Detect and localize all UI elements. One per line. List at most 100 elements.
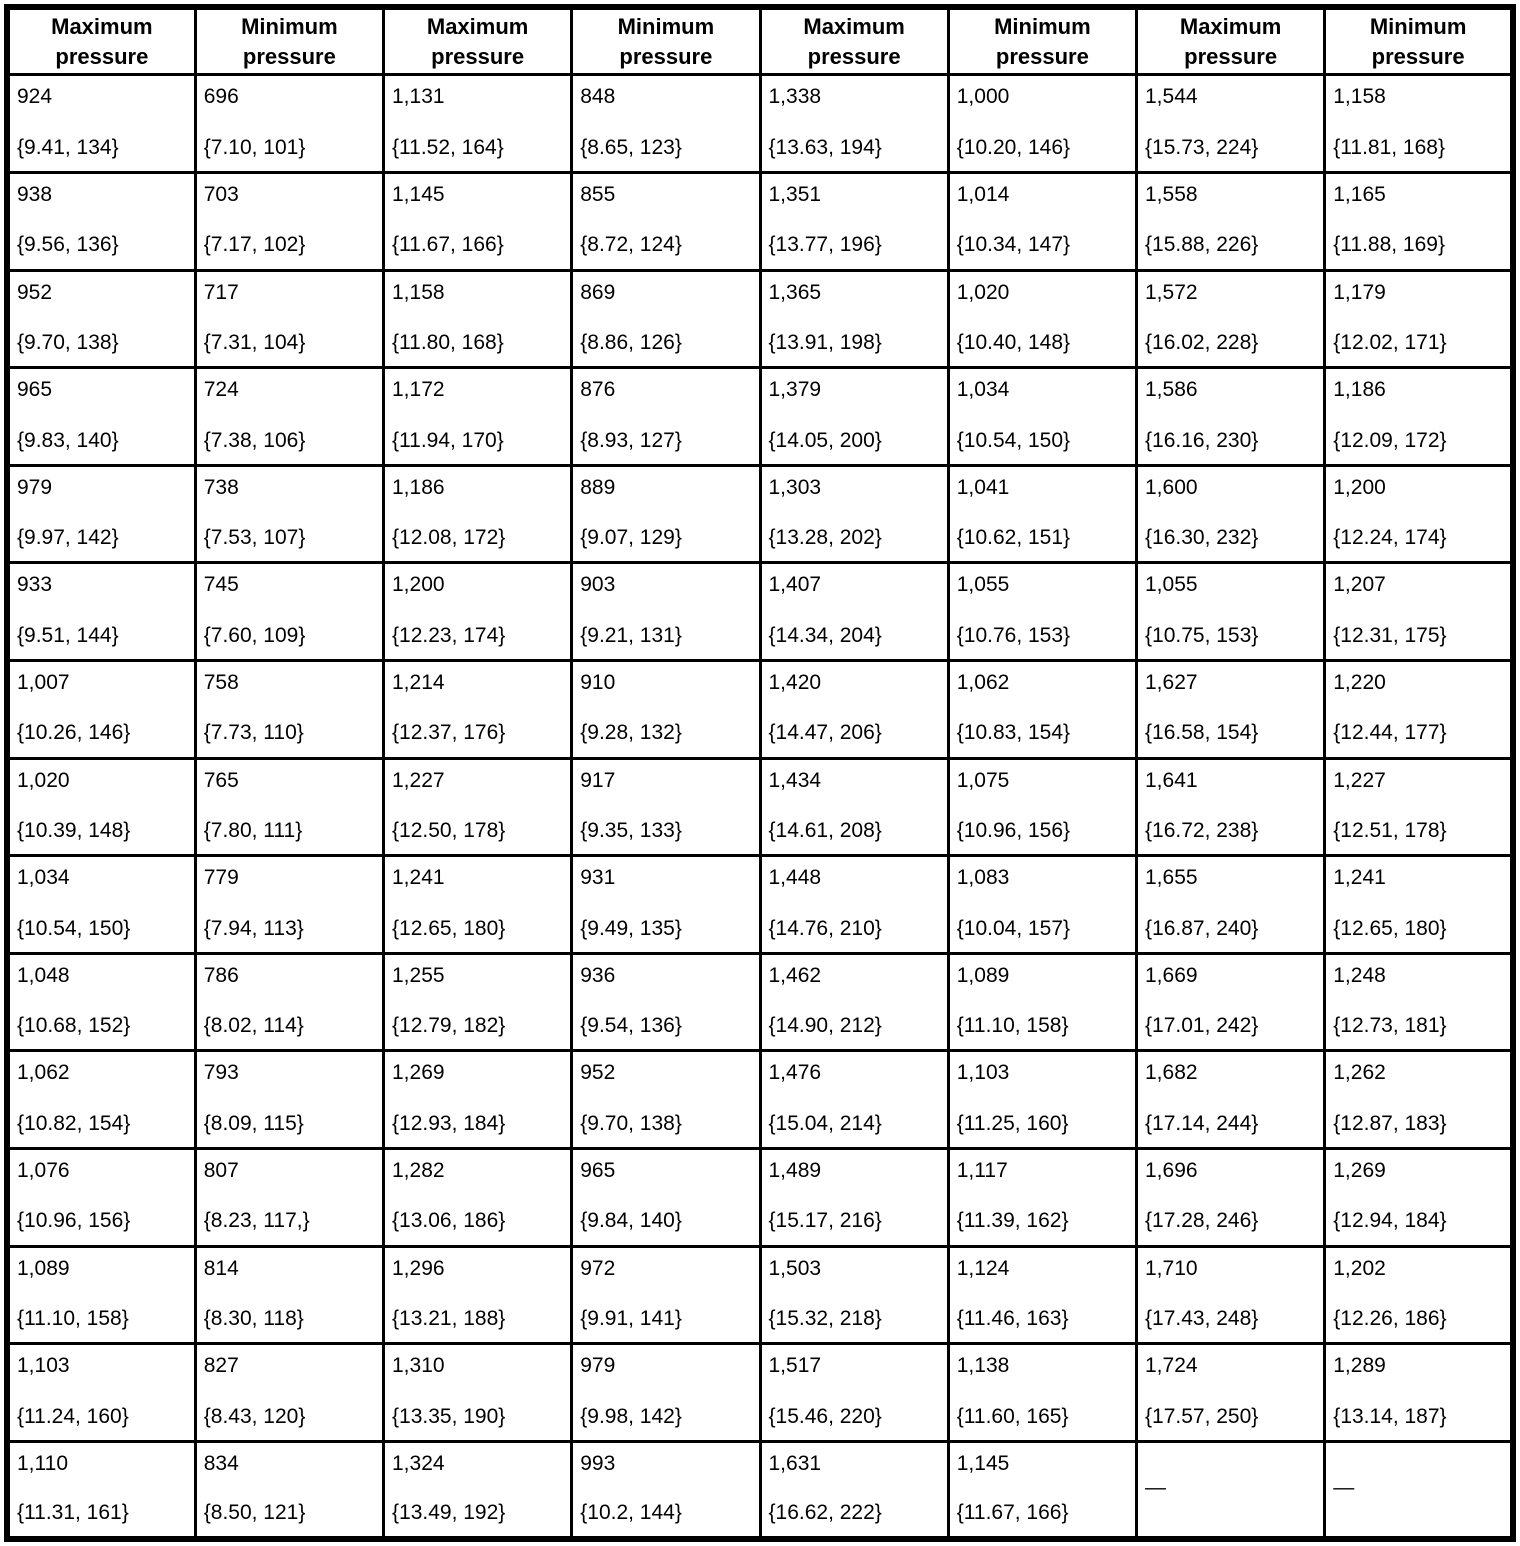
cell-range: {10.04, 157} — [956, 916, 1071, 940]
cell-range: {7.60, 109} — [203, 623, 306, 647]
cell-range: {12.51, 178} — [1333, 819, 1447, 843]
cell-value: 786 — [203, 963, 239, 987]
cell-content: 938 {9.56, 136} — [10, 175, 192, 267]
table-cell: 965 {9.84, 140} — [570, 1146, 762, 1248]
cell-value: 703 — [203, 182, 239, 206]
cell-content: 1,202 {12.26, 186} — [1328, 1249, 1510, 1341]
cell-range: {10.40, 148} — [956, 331, 1071, 355]
cell-range: {12.73, 181} — [1333, 1014, 1447, 1038]
cell-content: 1,034 {10.54, 150} — [10, 859, 192, 951]
table-cell: 1,117 {11.39, 162} — [946, 1146, 1139, 1248]
cell-value: 1,145 — [956, 1451, 1010, 1475]
cell-value: 1,600 — [1145, 475, 1198, 499]
cell-value: 917 — [580, 768, 616, 792]
cell-range: {8.72, 124} — [580, 233, 682, 257]
cell-value: 1,248 — [1333, 963, 1386, 987]
cell-range: {11.52, 164} — [392, 135, 504, 159]
table-cell: 910 {9.28, 132} — [570, 658, 762, 760]
cell-value: 1,586 — [1145, 378, 1198, 402]
cell-value: 1,669 — [1145, 963, 1198, 987]
cell-content: 1,055 {10.75, 153} — [1140, 566, 1322, 658]
cell-value: 1,145 — [392, 182, 445, 206]
cell-content: 1,241 {12.65, 180} — [1328, 859, 1510, 951]
cell-range: {10.96, 156} — [17, 1209, 131, 1233]
cell-range: {13.63, 194} — [768, 135, 882, 159]
cell-range: {12.65, 180} — [392, 916, 506, 940]
column-header-8: Minimum pressure — [1323, 5, 1515, 77]
cell-range: {11.81, 168} — [1333, 135, 1445, 159]
table-cell: 1,214 {12.37, 176} — [381, 658, 574, 760]
cell-range: {8.93, 127} — [580, 428, 682, 452]
cell-range: {12.87, 183} — [1333, 1111, 1447, 1135]
table-cell: 1,379 {14.05, 200} — [758, 366, 950, 467]
table-cell: 807 {8.23, 117,} — [193, 1146, 386, 1248]
cell-content: 779 {7.94, 113} — [198, 859, 380, 951]
cell-range: {12.94, 184} — [1333, 1209, 1447, 1233]
cell-value: 1,227 — [1333, 768, 1386, 792]
cell-value: 1,214 — [392, 670, 445, 694]
cell-content: 1,544 {15.73, 224} — [1140, 78, 1322, 170]
table-cell: 1,186 {12.09, 172} — [1323, 366, 1515, 467]
cell-range: {16.72, 238} — [1145, 819, 1259, 843]
cell-content: 1,682 {17.14, 244} — [1140, 1054, 1322, 1146]
cell-content: 1,351 {13.77, 196} — [763, 175, 945, 267]
cell-content: 758 {7.73, 110} — [198, 663, 380, 755]
cell-range: {10.54, 150} — [956, 428, 1071, 452]
cell-range: {9.70, 138} — [17, 331, 119, 355]
cell-range: {7.53, 107} — [203, 526, 306, 550]
table-cell: 1,282 {13.06, 186} — [381, 1146, 574, 1248]
column-header-5: Maximum pressure — [758, 5, 950, 77]
cell-range: {16.87, 240} — [1145, 916, 1259, 940]
column-header-2: Minimum pressure — [193, 5, 386, 77]
cell-content: 1,075 {10.96, 156} — [951, 761, 1133, 853]
cell-content: 1,627 {16.58, 154} — [1140, 663, 1322, 755]
table-cell: 1,269 {12.93, 184} — [381, 1049, 574, 1150]
header-row: Maximum pressure Minimum pressure Maximum … — [5, 5, 1515, 77]
cell-content: 1,572 {16.02, 228} — [1140, 273, 1322, 365]
table-row: 938 {9.56, 136} 703 {7.17, 102} 1,145 {11.67,… — [5, 170, 1515, 272]
cell-value: 1,420 — [768, 670, 822, 694]
table-cell: 1,020 {10.39, 148} — [5, 756, 197, 858]
table-cell: 1,600 {16.30, 232} — [1134, 463, 1327, 565]
table-cell: 1,172 {11.94, 170} — [381, 366, 574, 467]
table-cell: 1,489 {15.17, 216} — [758, 1146, 950, 1248]
table-cell: 1,241 {12.65, 180} — [1323, 854, 1515, 955]
cell-value: 1,241 — [1333, 866, 1386, 890]
cell-range: {8.50, 121} — [203, 1500, 306, 1524]
cell-range: {14.05, 200} — [768, 428, 882, 452]
cell-value: 1,165 — [1333, 182, 1386, 206]
cell-content: 1,241 {12.65, 180} — [387, 859, 569, 951]
cell-value: 1,055 — [1145, 573, 1198, 597]
cell-range: {13.14, 187} — [1333, 1404, 1447, 1428]
cell-range: {13.77, 196} — [768, 233, 882, 257]
table-cell: 738 {7.53, 107} — [193, 463, 386, 565]
cell-value: 855 — [580, 182, 616, 206]
table-cell: 1,365 {13.91, 198} — [758, 268, 950, 370]
cell-range: {10.76, 153} — [956, 623, 1071, 647]
cell-value: 717 — [203, 280, 239, 304]
table-cell: 1,179 {12.02, 171} — [1323, 268, 1515, 370]
table-cell: 1,462 {14.90, 212} — [758, 951, 950, 1053]
cell-value: 745 — [203, 573, 239, 597]
cell-content: 1,165 {11.88, 169} — [1328, 175, 1510, 267]
cell-value: 1,048 — [17, 963, 70, 987]
table-row: 924 {9.41, 134} 696 {7.10, 101} 1,131 {11.52,… — [5, 73, 1515, 174]
cell-value: 1,007 — [17, 670, 70, 694]
table-row: 1,089 {11.10, 158} 814 {8.30, 118} 1,296 {13.… — [5, 1244, 1515, 1346]
cell-range: {9.56, 136} — [17, 233, 119, 257]
cell-range: {17.57, 250} — [1145, 1404, 1259, 1428]
table-row: 1,103 {11.24, 160} 827 {8.43, 120} 1,310 {13.… — [5, 1342, 1515, 1443]
cell-content: 1,145 {11.67, 166} — [387, 175, 569, 267]
cell-content: 848 {8.65, 123} — [575, 78, 757, 170]
cell-range: {14.90, 212} — [768, 1014, 882, 1038]
table-cell: 1,310 {13.35, 190} — [381, 1342, 574, 1443]
table-cell: 724 {7.38, 106} — [193, 366, 386, 467]
table-cell: 1,200 {12.23, 174} — [381, 561, 574, 662]
table-cell: 965 {9.83, 140} — [5, 366, 197, 467]
cell-value: 1,627 — [1145, 670, 1198, 694]
cell-value: — — [1333, 1476, 1355, 1500]
cell-content: 1,434 {14.61, 208} — [763, 761, 945, 853]
table-cell: 1,055 {10.76, 153} — [946, 561, 1139, 662]
cell-value: 1,117 — [956, 1158, 1008, 1182]
cell-range: {9.98, 142} — [580, 1404, 682, 1428]
